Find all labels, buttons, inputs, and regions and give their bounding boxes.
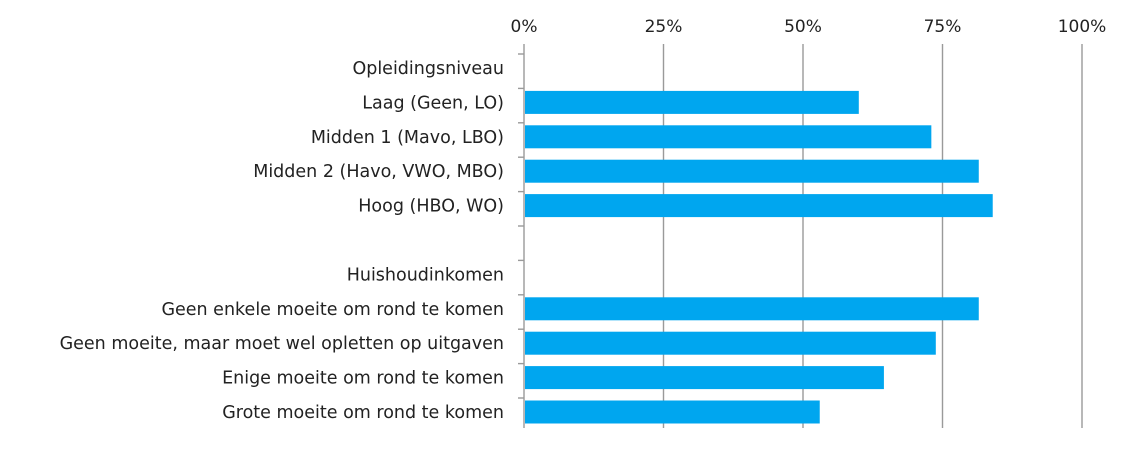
y-axis: [518, 44, 525, 428]
x-tick-label: 0%: [511, 17, 538, 37]
bar: [525, 90, 859, 114]
x-tick-label: 25%: [645, 17, 683, 37]
group-header-label: Opleidingsniveau: [352, 59, 504, 79]
category-label: Midden 2 (Havo, VWO, MBO): [253, 162, 504, 182]
bar: [525, 159, 979, 183]
bars: [525, 90, 993, 424]
category-label: Geen moeite, maar moet wel opletten op u…: [60, 334, 504, 354]
bar: [525, 331, 936, 355]
bar: [525, 400, 820, 424]
category-labels: Opleidingsniveau Laag (Geen, LO) Midden 1 …: [60, 59, 504, 423]
category-label: Geen enkele moeite om rond te komen: [161, 300, 504, 320]
bar: [525, 125, 932, 149]
category-label: Grote moeite om rond te komen: [222, 403, 504, 423]
x-tick-label: 75%: [924, 17, 962, 37]
bar: [525, 297, 979, 321]
bar: [525, 366, 884, 390]
category-label: Hoog (HBO, WO): [358, 197, 504, 217]
x-tick-label: 100%: [1058, 17, 1107, 37]
group-header-label: Huishoudinkomen: [347, 265, 504, 285]
x-axis-tick-labels: 0% 25% 50% 75% 100%: [511, 17, 1107, 37]
category-label: Laag (Geen, LO): [362, 93, 504, 113]
category-label: Midden 1 (Mavo, LBO): [311, 128, 504, 148]
x-tick-label: 50%: [784, 17, 822, 37]
category-label: Enige moeite om rond te komen: [222, 369, 504, 389]
bar: [525, 194, 993, 218]
